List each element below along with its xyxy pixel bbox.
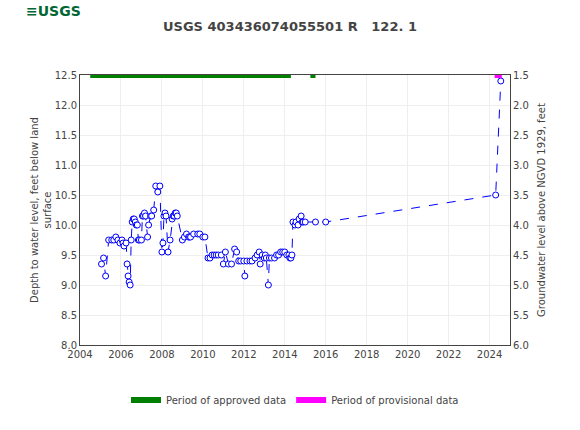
svg-text:12.0: 12.0 (55, 100, 77, 111)
svg-text:2014: 2014 (272, 349, 297, 360)
svg-text:8.0: 8.0 (61, 340, 77, 351)
svg-text:10.5: 10.5 (55, 190, 77, 201)
svg-text:2024: 2024 (477, 349, 502, 360)
svg-text:9.5: 9.5 (61, 250, 77, 261)
svg-text:3.5: 3.5 (513, 190, 529, 201)
svg-text:3.0: 3.0 (513, 160, 529, 171)
svg-text:2006: 2006 (108, 349, 133, 360)
svg-text:2012: 2012 (231, 349, 256, 360)
svg-text:2.0: 2.0 (513, 100, 529, 111)
svg-text:Groundwater level above NGVD 1: Groundwater level above NGVD 1929, feet (536, 103, 547, 317)
svg-text:12.5: 12.5 (55, 70, 77, 81)
svg-text:2016: 2016 (313, 349, 338, 360)
svg-text:Depth to water level, feet bel: Depth to water level, feet below landsur… (29, 117, 53, 303)
svg-text:11.5: 11.5 (55, 130, 77, 141)
svg-text:5.0: 5.0 (513, 280, 529, 291)
svg-text:2022: 2022 (436, 349, 461, 360)
svg-text:2004: 2004 (67, 349, 92, 360)
svg-text:9.0: 9.0 (61, 280, 77, 291)
svg-text:Period of approved data: Period of approved data (166, 395, 286, 406)
svg-text:4.0: 4.0 (513, 220, 529, 231)
svg-text:5.5: 5.5 (513, 310, 529, 321)
svg-text:4.5: 4.5 (513, 250, 529, 261)
svg-text:2018: 2018 (354, 349, 379, 360)
svg-text:6.0: 6.0 (513, 340, 529, 351)
svg-text:8.5: 8.5 (61, 310, 77, 321)
svg-text:11.0: 11.0 (55, 160, 77, 171)
svg-text:2.5: 2.5 (513, 130, 529, 141)
svg-text:10.0: 10.0 (55, 220, 77, 231)
svg-text:≡USGS: ≡USGS (26, 3, 81, 19)
svg-text:2010: 2010 (190, 349, 215, 360)
svg-text:Period of provisional data: Period of provisional data (331, 395, 458, 406)
svg-text:2008: 2008 (149, 349, 174, 360)
svg-text:USGS 403436074055501 R 122.: USGS 403436074055501 R 122. 1 (163, 19, 417, 34)
svg-text:2020: 2020 (395, 349, 420, 360)
svg-text:1.5: 1.5 (513, 70, 529, 81)
